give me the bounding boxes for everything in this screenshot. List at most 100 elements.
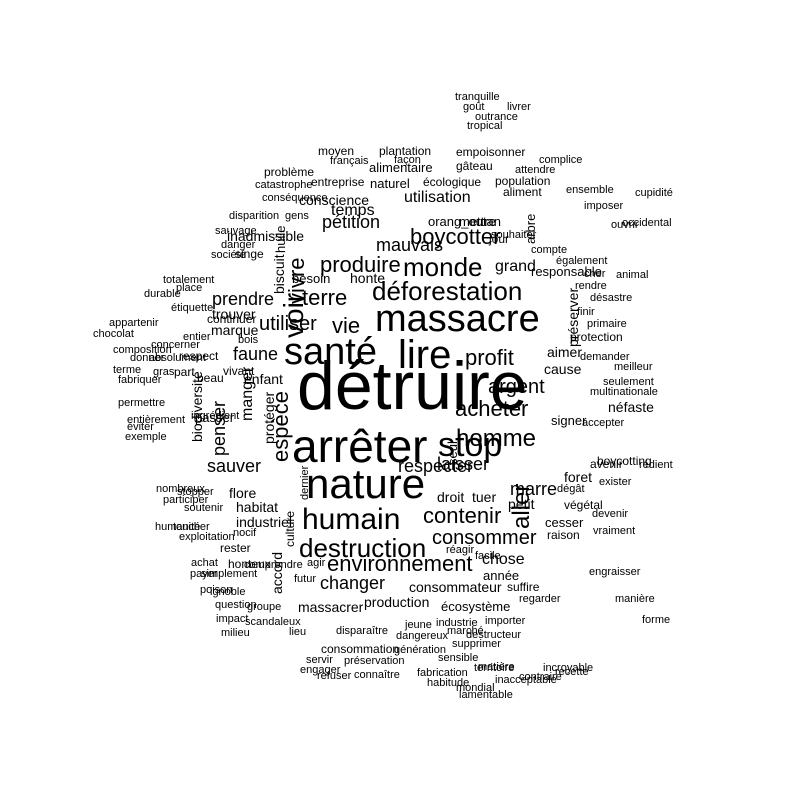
word: compte (531, 244, 568, 256)
word: gâteau (456, 159, 493, 173)
word: également (556, 255, 608, 267)
word: catastrophe (255, 179, 313, 191)
word: singe (235, 247, 264, 261)
word: sensible (438, 652, 479, 664)
word: scandaleux (245, 616, 301, 628)
word: regarder (519, 593, 561, 605)
word: industriel (236, 514, 293, 530)
word: laisser (437, 454, 490, 474)
word: simplement (201, 568, 258, 580)
word: huile (273, 225, 288, 253)
word: changer (320, 573, 386, 593)
word: éviter (127, 421, 154, 433)
word: santé (284, 331, 377, 373)
word: pétition (322, 212, 381, 232)
word: attendre (515, 164, 556, 176)
word: durable (144, 288, 181, 300)
word: jour (489, 232, 510, 246)
word: acheter (455, 396, 529, 421)
word: ensemble (566, 184, 614, 196)
word: marre (510, 479, 558, 499)
word: agir (307, 557, 326, 569)
word: goût (463, 101, 485, 113)
word: servir (306, 654, 333, 666)
word: permettre (118, 397, 166, 409)
word: massacre (375, 298, 540, 340)
word: connaître (354, 669, 400, 681)
word: consommer (432, 527, 537, 549)
word: toucher (173, 521, 210, 533)
word: ignoble (210, 586, 246, 598)
word: cupidité (635, 187, 673, 199)
word: honte (350, 270, 386, 286)
word: réagir (446, 544, 475, 556)
word: suffire (507, 580, 540, 594)
word: seul (445, 441, 460, 465)
word: consommateur (409, 579, 502, 595)
word: boycotter (410, 224, 501, 249)
word: flore (229, 485, 257, 501)
word: utiliser (259, 313, 317, 335)
word: primaire (587, 318, 627, 330)
word: monde (403, 252, 483, 282)
word: composition (113, 344, 172, 356)
word: étiquette (171, 302, 214, 314)
word: contenir (423, 503, 502, 528)
word: fabriquer (118, 374, 162, 386)
word: foret (564, 469, 593, 485)
word: jeune (405, 619, 432, 631)
word: trouver (212, 306, 256, 322)
word: massacrer (298, 599, 364, 615)
word: ouvrir (611, 219, 639, 231)
word: ingrédient (191, 410, 240, 422)
word: industrie (436, 617, 478, 629)
word: besoin (292, 271, 331, 286)
word: respecter (398, 456, 474, 476)
word: manière (615, 593, 655, 605)
word: cause (544, 361, 582, 377)
word: vivant (223, 364, 255, 378)
word: habitat (236, 499, 279, 515)
word: tranquille (455, 91, 500, 103)
word: inadmissible (227, 228, 305, 244)
word: exister (599, 476, 632, 488)
word: destructeur (466, 629, 522, 641)
word: écologique (423, 175, 482, 189)
word: animal (616, 269, 649, 281)
word: comprendre (244, 559, 303, 571)
word: devenir (592, 508, 629, 520)
word: néfaste (608, 399, 654, 415)
word: écosystème (441, 599, 511, 614)
word: achat (191, 557, 218, 569)
word: cesser (545, 515, 584, 530)
word: groupe (247, 601, 282, 613)
word: futur (294, 573, 317, 585)
word: territoire (474, 662, 515, 674)
word: arrêter (292, 420, 428, 472)
word: temps (331, 202, 375, 219)
word: destruction (299, 533, 427, 563)
word: cher (584, 268, 606, 280)
word: donner (130, 352, 165, 364)
word: multinationale (590, 386, 658, 398)
word: marque (211, 322, 259, 338)
word: question (215, 599, 257, 611)
word: plantation (379, 144, 432, 158)
word: conséquence (262, 192, 328, 204)
word: détruire (297, 348, 528, 424)
word: beau (197, 371, 224, 385)
word: meilleur (614, 361, 653, 373)
word: lire (398, 333, 452, 377)
word: grand (495, 258, 536, 275)
word: demander (580, 351, 630, 363)
word: place (176, 282, 203, 294)
word: aliment (503, 185, 542, 199)
word: entier (183, 331, 211, 343)
word: production (364, 594, 430, 610)
word: mondial (456, 682, 495, 694)
word: livrer (507, 101, 531, 113)
word: mauvais (376, 235, 444, 255)
word: finir (577, 306, 595, 318)
word: biscuit (271, 254, 287, 294)
